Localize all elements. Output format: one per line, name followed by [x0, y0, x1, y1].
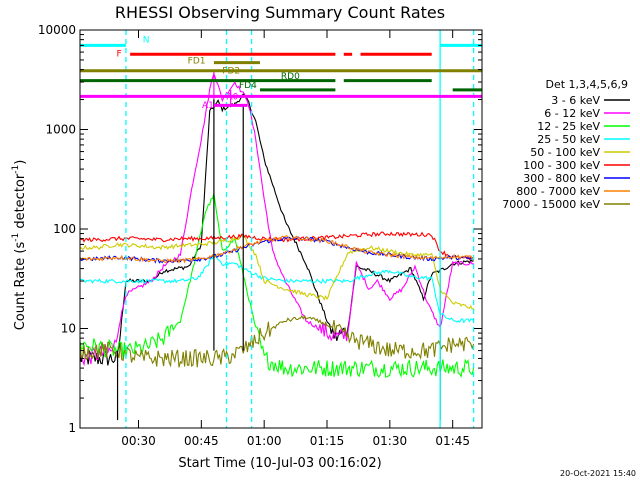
series-line-1	[80, 71, 474, 367]
chart-title: RHESSI Observing Summary Count Rates	[115, 3, 445, 22]
y-tick-label-1: 10	[61, 322, 76, 336]
axes: 1 10 100 1000 10000 00:30 00:45 01:00 01:15 01:30…	[38, 23, 483, 448]
x-axis-label: Start Time (10-Jul-03 00:16:02)	[178, 456, 381, 471]
flag-label-fd4: FD4	[239, 81, 257, 91]
series-line-3	[80, 253, 474, 324]
flag-label-fd2: FD2	[222, 67, 240, 77]
timestamp: 20-Oct-2021 15:40	[560, 469, 636, 478]
flag-label-rd0: RD0	[281, 72, 300, 82]
y-axis-label-mid: detector	[13, 173, 28, 233]
legend-label-4: 50 - 100 keV	[530, 146, 600, 159]
x-tick-label-5: 01:45	[435, 434, 470, 448]
flag-label-a1: A1	[202, 101, 214, 111]
y-tick-label-0: 1	[68, 421, 76, 435]
legend-label-1: 6 - 12 keV	[544, 107, 600, 120]
x-tick-label-2: 01:00	[247, 434, 282, 448]
legend-label-3: 25 - 50 keV	[537, 133, 600, 146]
y-axis-label-sup2: -1	[11, 165, 21, 174]
x-tick-label-3: 01:15	[310, 434, 345, 448]
y-axis-label-end: )	[13, 160, 28, 165]
x-tick-label-1: 00:45	[184, 434, 219, 448]
legend-title: Det 1,3,4,5,6,9	[545, 78, 628, 91]
legend-label-6: 300 - 800 keV	[523, 172, 600, 185]
series-line-8	[80, 314, 475, 368]
flag-label-fd1: FD1	[188, 57, 206, 67]
series-line-4	[80, 234, 474, 310]
y-tick-label-2: 100	[53, 222, 76, 236]
y-axis-label-main: Count Rate (s	[13, 242, 28, 331]
series-line-5	[80, 231, 475, 261]
y-axis-label: Count Rate (s-1 detector-1)	[11, 160, 28, 331]
legend-label-5: 100 - 300 keV	[523, 159, 600, 172]
legend-label-0: 3 - 6 keV	[551, 94, 600, 107]
y-tick-label-4: 10000	[38, 23, 76, 37]
y-tick-label-3: 1000	[45, 123, 76, 137]
x-tick-label-4: 01:30	[373, 434, 408, 448]
legend-label-7: 800 - 7000 keV	[516, 185, 600, 198]
series-line-2	[80, 193, 475, 378]
plot-clip-group	[80, 30, 482, 428]
x-tick-label-0: 00:30	[121, 434, 156, 448]
series-line-7	[80, 235, 475, 264]
legend-label-8: 7000 - 15000 keV	[502, 198, 600, 211]
y-axis-label-sup1: -1	[11, 233, 21, 242]
flag-label-a0: A0	[226, 93, 238, 103]
flag-label-n: N	[143, 35, 150, 45]
legend-label-2: 12 - 25 keV	[537, 120, 600, 133]
flag-label-f: F	[117, 50, 122, 60]
